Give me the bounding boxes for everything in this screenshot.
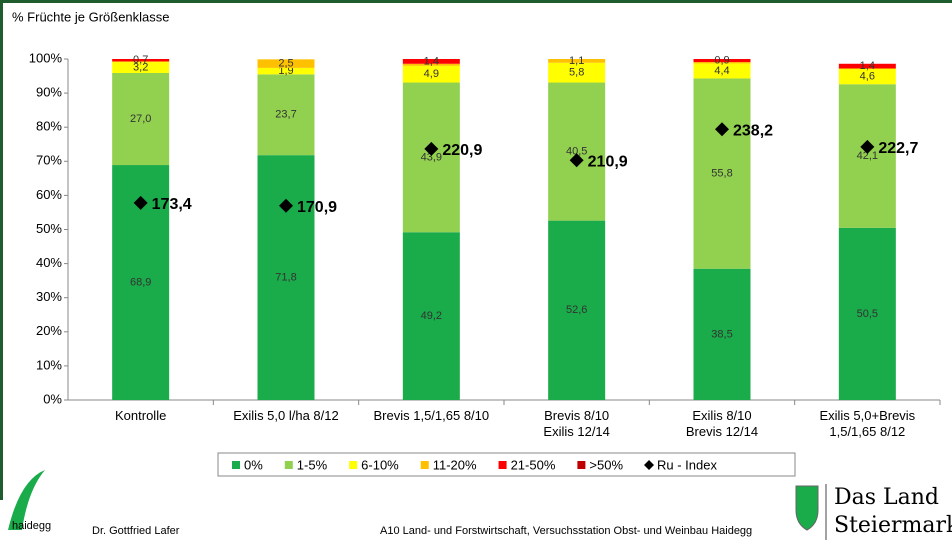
y-tick-label: 90% bbox=[36, 85, 62, 100]
page: % Früchte je Größenklasse haidegg Dr. Go… bbox=[0, 0, 952, 544]
y-tick-label: 80% bbox=[36, 119, 62, 134]
frame-left bbox=[0, 0, 3, 500]
logo-text: haidegg bbox=[12, 520, 51, 532]
brand-line2: Steiermark bbox=[834, 513, 952, 538]
data-label: 1,1 bbox=[569, 55, 584, 67]
x-tick-label: Exilis 5,0+Brevis 1,5/1,65 8/12 bbox=[792, 408, 942, 440]
data-label: 0,7 bbox=[133, 54, 148, 66]
legend-swatch bbox=[349, 461, 357, 469]
data-label: 4,4 bbox=[714, 65, 729, 77]
y-tick-label: 20% bbox=[36, 323, 62, 338]
y-tick-label: 100% bbox=[29, 50, 63, 65]
data-label: 1,4 bbox=[860, 60, 875, 72]
ru-label: 173,4 bbox=[152, 196, 192, 213]
coat-of-arms bbox=[796, 486, 818, 530]
data-label: 0,9 bbox=[714, 54, 729, 66]
x-tick-label: Exilis 5,0 l/ha 8/12 bbox=[211, 408, 361, 424]
ru-label: 170,9 bbox=[297, 199, 337, 216]
legend-swatch bbox=[421, 461, 429, 469]
legend-swatch bbox=[232, 461, 240, 469]
data-label: 4,9 bbox=[424, 68, 439, 80]
x-tick-label: Brevis 8/10 Exilis 12/14 bbox=[502, 408, 652, 440]
data-label: 1,4 bbox=[424, 55, 439, 67]
x-tick-label: Kontrolle bbox=[66, 408, 216, 424]
y-tick-label: 0% bbox=[43, 391, 62, 406]
legend-swatch bbox=[499, 461, 507, 469]
data-label: 52,6 bbox=[566, 304, 587, 316]
legend-label: 0% bbox=[244, 457, 263, 472]
legend-swatch bbox=[577, 461, 585, 469]
legend-label: 1-5% bbox=[297, 457, 328, 472]
data-label: 38,5 bbox=[711, 328, 732, 340]
footer-institution: A10 Land- und Forstwirtschaft, Versuchss… bbox=[380, 525, 752, 537]
data-label: 71,8 bbox=[275, 271, 296, 283]
data-label: 68,9 bbox=[130, 276, 151, 288]
data-label: 50,5 bbox=[857, 308, 878, 320]
legend-label: >50% bbox=[589, 457, 623, 472]
legend-swatch bbox=[285, 461, 293, 469]
ru-label: 220,9 bbox=[442, 142, 482, 159]
chart: % Früchte je Größenklasse haidegg Dr. Go… bbox=[0, 0, 952, 544]
footer-author: Dr. Gottfried Lafer bbox=[92, 525, 180, 537]
y-tick-label: 40% bbox=[36, 255, 62, 270]
legend-label: 11-20% bbox=[433, 457, 477, 472]
data-label: 55,8 bbox=[711, 167, 732, 179]
legend-label: Ru - Index bbox=[657, 457, 717, 472]
ru-label: 238,2 bbox=[733, 122, 773, 139]
y-tick-label: 50% bbox=[36, 221, 62, 236]
data-label: 49,2 bbox=[421, 310, 442, 322]
chart-title: % Früchte je Größenklasse bbox=[12, 9, 170, 24]
legend-label: 6-10% bbox=[361, 457, 399, 472]
legend-label: 21-50% bbox=[511, 457, 556, 472]
data-label: 4,6 bbox=[860, 70, 875, 82]
ru-label: 210,9 bbox=[588, 153, 628, 170]
data-label: 27,0 bbox=[130, 113, 151, 125]
x-tick-label: Brevis 1,5/1,65 8/10 bbox=[356, 408, 506, 424]
y-tick-label: 60% bbox=[36, 187, 62, 202]
brand-line1: Das Land bbox=[834, 485, 939, 510]
data-label: 2,5 bbox=[278, 58, 293, 70]
ru-label: 222,7 bbox=[878, 140, 918, 157]
data-label: 23,7 bbox=[275, 109, 296, 121]
y-tick-label: 30% bbox=[36, 289, 62, 304]
x-tick-label: Exilis 8/10 Brevis 12/14 bbox=[647, 408, 797, 440]
y-tick-label: 70% bbox=[36, 153, 62, 168]
y-tick-label: 10% bbox=[36, 357, 62, 372]
frame-top bbox=[0, 0, 952, 3]
data-label: 5,8 bbox=[569, 67, 584, 79]
